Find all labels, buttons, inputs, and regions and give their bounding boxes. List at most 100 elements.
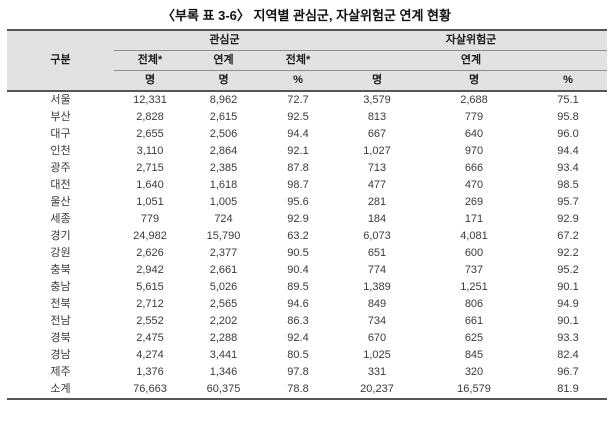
region-cell: 제주 <box>50 366 71 378</box>
region-cell: 세종 <box>50 213 71 225</box>
region-cell: 전북 <box>50 298 71 310</box>
table-row: 제주 1,376 1,346 97.8 331 320 96.7 <box>7 364 607 381</box>
value-cell: 98.5 <box>557 179 579 191</box>
value-cell: 4,081 <box>460 230 488 242</box>
value-cell: 90.4 <box>287 264 309 276</box>
table-row: 충북 2,942 2,661 90.4 774 737 95.2 <box>7 262 607 279</box>
table-row: 대전 1,640 1,618 98.7 477 470 98.5 <box>7 177 607 194</box>
value-cell: 76,663 <box>114 381 186 400</box>
value-cell: 734 <box>367 315 387 327</box>
value-cell: 2,626 <box>136 247 164 259</box>
value-cell: 6,073 <box>363 230 391 242</box>
value-cell: 92.9 <box>557 213 579 225</box>
region-cell: 경북 <box>50 332 71 344</box>
value-cell: 75.1 <box>557 94 579 106</box>
table-row: 충남 5,615 5,026 89.5 1,389 1,251 90.1 <box>7 279 607 296</box>
value-cell: 2,864 <box>209 145 238 157</box>
region-cell: 서울 <box>50 94 71 106</box>
table-row: 서울 12,331 8,962 72.7 3,579 2,688 75.1 <box>7 91 607 109</box>
table-row: 울산 1,051 1,005 95.6 281 269 95.7 <box>7 194 607 211</box>
value-cell: 92.2 <box>557 247 579 259</box>
value-cell: 1,027 <box>363 145 391 157</box>
value-cell: 95.2 <box>557 264 579 276</box>
value-cell: 779 <box>140 213 160 225</box>
region-cell: 부산 <box>50 111 71 123</box>
value-cell: 670 <box>367 332 387 344</box>
table-row: 전북 2,712 2,565 94.6 849 806 94.9 <box>7 296 607 313</box>
value-cell: 845 <box>464 349 484 361</box>
region-cell: 경기 <box>50 230 71 242</box>
value-cell: 12,331 <box>133 94 167 106</box>
value-cell: 1,389 <box>363 281 391 293</box>
region-cell: 광주 <box>50 162 71 174</box>
header-unit-persons-3: 명 <box>335 70 419 92</box>
value-cell: 600 <box>464 247 484 259</box>
header-unit-persons-2: 명 <box>186 70 261 92</box>
value-cell: 2,565 <box>209 298 238 310</box>
value-cell: 5,615 <box>136 281 164 293</box>
table-row: 전남 2,552 2,202 86.3 734 661 90.1 <box>7 313 607 330</box>
value-cell: 849 <box>367 298 387 310</box>
value-cell: 2,688 <box>460 94 488 106</box>
value-cell: 2,202 <box>209 315 238 327</box>
value-cell: 93.4 <box>557 162 579 174</box>
value-cell: 1,346 <box>209 366 238 378</box>
table-row: 광주 2,715 2,385 87.8 713 666 93.4 <box>7 160 607 177</box>
value-cell: 94.9 <box>557 298 579 310</box>
table-row: 경북 2,475 2,288 92.4 670 625 93.3 <box>7 330 607 347</box>
value-cell: 171 <box>464 213 484 225</box>
value-cell: 2,655 <box>136 128 164 140</box>
value-cell: 2,712 <box>136 298 164 310</box>
value-cell: 90.5 <box>287 247 309 259</box>
value-cell: 970 <box>464 145 484 157</box>
value-cell: 661 <box>464 315 484 327</box>
table-row: 경기 24,982 15,790 63.2 6,073 4,081 67.2 <box>7 228 607 245</box>
value-cell: 1,618 <box>209 179 238 191</box>
value-cell: 1,005 <box>209 196 238 208</box>
value-cell: 92.4 <box>287 332 309 344</box>
value-cell: 2,475 <box>136 332 164 344</box>
value-cell: 470 <box>464 179 484 191</box>
value-cell: 3,441 <box>209 349 238 361</box>
value-cell: 63.2 <box>287 230 309 242</box>
value-cell: 60,375 <box>186 381 261 400</box>
table-row: 소계 76,663 60,375 78.8 20,237 16,579 81.9 <box>7 381 608 400</box>
region-cell: 대구 <box>50 128 71 140</box>
value-cell: 96.0 <box>557 128 579 140</box>
region-cell: 인천 <box>50 145 71 157</box>
header-unit-persons-1: 명 <box>114 70 186 92</box>
value-cell: 96.7 <box>557 366 579 378</box>
value-cell: 24,982 <box>133 230 167 242</box>
value-cell: 779 <box>464 111 484 123</box>
value-cell: 16,579 <box>419 381 529 400</box>
value-cell: 625 <box>464 332 484 344</box>
region-cell: 소계 <box>7 381 114 400</box>
value-cell: 3,579 <box>363 94 391 106</box>
value-cell: 81.9 <box>529 381 608 400</box>
value-cell: 92.1 <box>287 145 309 157</box>
value-cell: 8,962 <box>209 94 238 106</box>
region-cell: 경남 <box>50 349 71 361</box>
value-cell: 94.4 <box>287 128 309 140</box>
value-cell: 320 <box>464 366 484 378</box>
table-row: 부산 2,828 2,615 92.5 813 779 95.8 <box>7 109 607 126</box>
value-cell: 78.8 <box>261 381 335 400</box>
value-cell: 813 <box>367 111 387 123</box>
value-cell: 97.8 <box>287 366 309 378</box>
value-cell: 94.4 <box>557 145 579 157</box>
value-cell: 93.3 <box>557 332 579 344</box>
value-cell: 1,251 <box>460 281 488 293</box>
header-group-suicide-risk: 자살위험군 <box>335 30 608 51</box>
table-row: 강원 2,626 2,377 90.5 651 600 92.2 <box>7 245 607 262</box>
region-cell: 전남 <box>50 315 71 327</box>
value-cell: 806 <box>464 298 484 310</box>
value-cell: 92.9 <box>287 213 309 225</box>
value-cell: 80.5 <box>287 349 309 361</box>
value-cell: 666 <box>464 162 484 174</box>
value-cell: 651 <box>367 247 387 259</box>
value-cell: 95.8 <box>557 111 579 123</box>
value-cell: 281 <box>367 196 387 208</box>
value-cell: 737 <box>464 264 484 276</box>
value-cell: 95.7 <box>557 196 579 208</box>
value-cell: 724 <box>214 213 233 225</box>
